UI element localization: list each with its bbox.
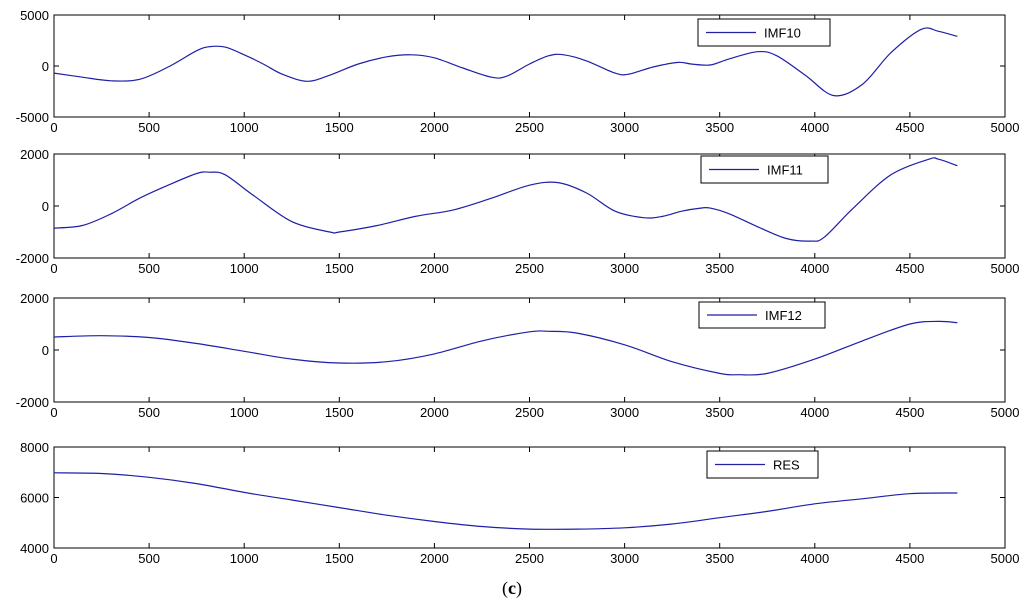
x-tick-label: 3500 — [705, 261, 734, 276]
y-tick-label: 8000 — [20, 440, 49, 455]
y-tick-label: -2000 — [16, 395, 49, 410]
x-tick-label: 4000 — [800, 551, 829, 566]
x-tick-label: 3000 — [610, 261, 639, 276]
y-tick-label: 2000 — [20, 291, 49, 306]
x-tick-label: 3500 — [705, 120, 734, 135]
series-line-imf11 — [53, 157, 958, 242]
x-tick-label: 500 — [138, 261, 160, 276]
x-tick-label: 3500 — [705, 551, 734, 566]
x-tick-label: 1000 — [230, 551, 259, 566]
x-tick-label: 2000 — [420, 405, 449, 420]
x-tick-label: 500 — [138, 120, 160, 135]
x-tick-label: 500 — [138, 551, 160, 566]
legend: IMF10 — [697, 18, 831, 47]
legend: RES — [706, 450, 819, 479]
series-line-res — [53, 472, 958, 530]
x-tick-label: 2000 — [420, 261, 449, 276]
y-tick-label: 0 — [42, 59, 49, 74]
figure-caption: (c) — [502, 578, 522, 598]
x-tick-label: 5000 — [991, 551, 1020, 566]
y-tick-label: -5000 — [16, 110, 49, 125]
x-tick-label: 3000 — [610, 405, 639, 420]
legend: IMF11 — [700, 155, 829, 184]
x-tick-label: 5000 — [991, 120, 1020, 135]
x-tick-label: 1500 — [325, 551, 354, 566]
series-line-imf12 — [53, 320, 958, 376]
axes-box — [53, 446, 1006, 549]
x-tick-label: 2000 — [420, 120, 449, 135]
axes-box — [53, 153, 1006, 259]
x-tick-label: 1500 — [325, 405, 354, 420]
x-tick-label: 5000 — [991, 405, 1020, 420]
axes-box — [53, 297, 1006, 403]
x-tick-label: 5000 — [991, 261, 1020, 276]
series-line-imf10 — [53, 27, 958, 97]
x-tick-label: 1000 — [230, 405, 259, 420]
x-tick-label: 1000 — [230, 261, 259, 276]
subplot-1: 0 500 1000 1500 2000 2500 3000 3500 4000 4500 5000… — [16, 8, 1020, 135]
y-tick-label: 2000 — [20, 147, 49, 162]
x-tick-label: 2000 — [420, 551, 449, 566]
x-tick-label: 4000 — [800, 261, 829, 276]
legend-label: IMF11 — [767, 163, 803, 178]
y-tick-label: 0 — [42, 199, 49, 214]
y-tick-label: 5000 — [20, 8, 49, 23]
x-tick-label: 4500 — [895, 261, 924, 276]
x-tick-label: 0 — [50, 405, 57, 420]
x-tick-label: 0 — [50, 551, 57, 566]
x-tick-label: 0 — [50, 120, 57, 135]
y-tick-label: 4000 — [20, 541, 49, 556]
x-tick-label: 2500 — [515, 120, 544, 135]
caption-letter: c — [508, 578, 516, 598]
x-tick-label: 1000 — [230, 120, 259, 135]
x-tick-label: 4000 — [800, 120, 829, 135]
legend-label: IMF12 — [765, 308, 802, 323]
subplot-2: 0 500 1000 1500 2000 2500 3000 3500 4000 4500 5000… — [16, 147, 1020, 276]
x-tick-label: 1500 — [325, 261, 354, 276]
y-tick-label: 0 — [42, 343, 49, 358]
y-tick-label: 6000 — [20, 491, 49, 506]
axes-box — [53, 14, 1006, 118]
x-tick-label: 4500 — [895, 551, 924, 566]
subplot-3: 0 500 1000 1500 2000 2500 3000 3500 4000 4500 5000… — [16, 291, 1020, 420]
legend: IMF12 — [698, 301, 826, 329]
x-tick-label: 3500 — [705, 405, 734, 420]
x-tick-label: 4000 — [800, 405, 829, 420]
legend-label: IMF10 — [764, 26, 801, 41]
x-tick-label: 2500 — [515, 405, 544, 420]
x-tick-label: 4500 — [895, 405, 924, 420]
subplot-4: 0 500 1000 1500 2000 2500 3000 3500 4000 4500 5000… — [20, 440, 1019, 566]
x-tick-label: 500 — [138, 405, 160, 420]
x-tick-label: 0 — [50, 261, 57, 276]
y-tick-label: -2000 — [16, 251, 49, 266]
x-tick-label: 1500 — [325, 120, 354, 135]
x-tick-label: 3000 — [610, 120, 639, 135]
x-tick-label: 2500 — [515, 261, 544, 276]
legend-label: RES — [773, 458, 800, 473]
x-tick-label: 3000 — [610, 551, 639, 566]
x-tick-label: 2500 — [515, 551, 544, 566]
x-tick-label: 4500 — [895, 120, 924, 135]
